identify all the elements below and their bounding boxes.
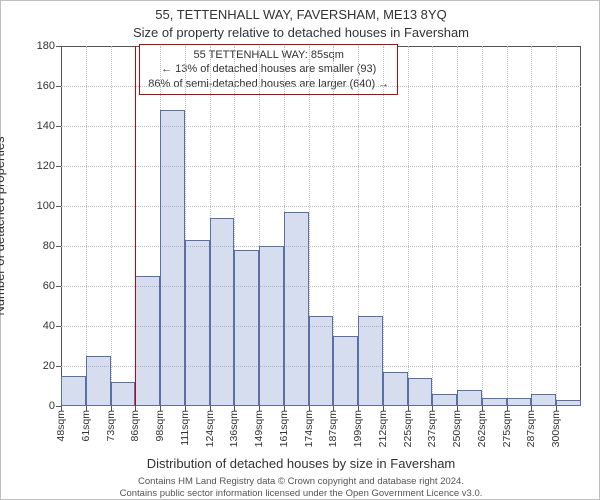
- page-title: 55, TETTENHALL WAY, FAVERSHAM, ME13 8YQ: [1, 7, 600, 22]
- histogram-bar: [358, 316, 383, 406]
- histogram-bar: [408, 378, 433, 406]
- histogram-bar: [86, 356, 111, 406]
- y-tick-mark: [56, 206, 61, 207]
- histogram-bar: [259, 246, 284, 406]
- chart-plot-area: 55 TETTENHALL WAY: 85sqm← 13% of detache…: [61, 46, 581, 406]
- histogram-bar: [135, 276, 160, 406]
- histogram-bar: [185, 240, 210, 406]
- x-tick-label: 262sqm: [476, 410, 488, 447]
- x-tick-label: 111sqm: [179, 410, 191, 446]
- y-tick-label: 140: [15, 120, 55, 132]
- x-tick-label: 161sqm: [278, 410, 290, 447]
- histogram-bar: [556, 400, 581, 406]
- grid-v: [457, 46, 458, 406]
- y-tick-mark: [56, 366, 61, 367]
- y-tick-label: 160: [15, 80, 55, 92]
- grid-v: [408, 46, 409, 406]
- y-tick-label: 60: [15, 280, 55, 292]
- grid-v: [383, 46, 384, 406]
- y-tick-mark: [56, 126, 61, 127]
- histogram-bar: [284, 212, 309, 406]
- histogram-bar: [111, 382, 136, 406]
- y-tick-label: 180: [15, 40, 55, 52]
- marker-info-box: 55 TETTENHALL WAY: 85sqm← 13% of detache…: [139, 44, 398, 95]
- histogram-bar: [457, 390, 482, 406]
- y-tick-label: 20: [15, 360, 55, 372]
- marker-line: [135, 46, 136, 406]
- y-tick-mark: [56, 286, 61, 287]
- y-tick-label: 0: [15, 400, 55, 412]
- x-tick-label: 300sqm: [550, 410, 562, 447]
- footnote-line-1: Contains HM Land Registry data © Crown c…: [1, 476, 600, 487]
- x-tick-label: 48sqm: [55, 410, 67, 442]
- histogram-bar: [507, 398, 532, 406]
- x-tick-label: 199sqm: [352, 410, 364, 447]
- footnote-line-2: Contains public sector information licen…: [1, 488, 600, 499]
- grid-v: [531, 46, 532, 406]
- y-tick-label: 80: [15, 240, 55, 252]
- y-tick-mark: [56, 246, 61, 247]
- x-tick-label: 250sqm: [451, 410, 463, 447]
- x-tick-label: 237sqm: [426, 410, 438, 447]
- y-axis-label: Number of detached properties: [0, 136, 7, 315]
- grid-v: [507, 46, 508, 406]
- histogram-bar: [160, 110, 185, 406]
- y-tick-label: 40: [15, 320, 55, 332]
- grid-h: [61, 126, 581, 127]
- histogram-bar: [383, 372, 408, 406]
- x-tick-label: 124sqm: [204, 410, 216, 447]
- x-tick-label: 61sqm: [80, 410, 92, 442]
- x-tick-label: 212sqm: [377, 410, 389, 447]
- y-tick-mark: [56, 166, 61, 167]
- x-axis-label: Distribution of detached houses by size …: [1, 456, 600, 471]
- grid-v: [556, 46, 557, 406]
- grid-v: [432, 46, 433, 406]
- histogram-bar: [210, 218, 235, 406]
- histogram-bar: [482, 398, 507, 406]
- y-tick-label: 100: [15, 200, 55, 212]
- x-tick-label: 187sqm: [327, 410, 339, 447]
- y-tick-mark: [56, 86, 61, 87]
- y-tick-mark: [56, 46, 61, 47]
- histogram-bar: [61, 376, 86, 406]
- x-tick-label: 275sqm: [501, 410, 513, 447]
- grid-h: [61, 166, 581, 167]
- x-tick-label: 136sqm: [228, 410, 240, 447]
- histogram-bar: [309, 316, 334, 406]
- x-tick-label: 225sqm: [402, 410, 414, 447]
- histogram-bar: [531, 394, 556, 406]
- x-tick-label: 287sqm: [525, 410, 537, 447]
- grid-v: [482, 46, 483, 406]
- y-tick-label: 120: [15, 160, 55, 172]
- grid-v: [86, 46, 87, 406]
- x-tick-label: 149sqm: [253, 410, 265, 447]
- histogram-bar: [333, 336, 358, 406]
- x-tick-label: 174sqm: [303, 410, 315, 447]
- y-tick-mark: [56, 326, 61, 327]
- grid-v: [111, 46, 112, 406]
- x-tick-label: 86sqm: [129, 410, 141, 442]
- page-subtitle: Size of property relative to detached ho…: [1, 25, 600, 40]
- grid-h: [61, 246, 581, 247]
- x-tick-label: 98sqm: [154, 410, 166, 442]
- histogram-bar: [234, 250, 259, 406]
- page: 55, TETTENHALL WAY, FAVERSHAM, ME13 8YQ …: [0, 0, 600, 500]
- x-tick-label: 73sqm: [105, 410, 117, 442]
- histogram-bar: [432, 394, 457, 406]
- grid-h: [61, 86, 581, 87]
- grid-h: [61, 206, 581, 207]
